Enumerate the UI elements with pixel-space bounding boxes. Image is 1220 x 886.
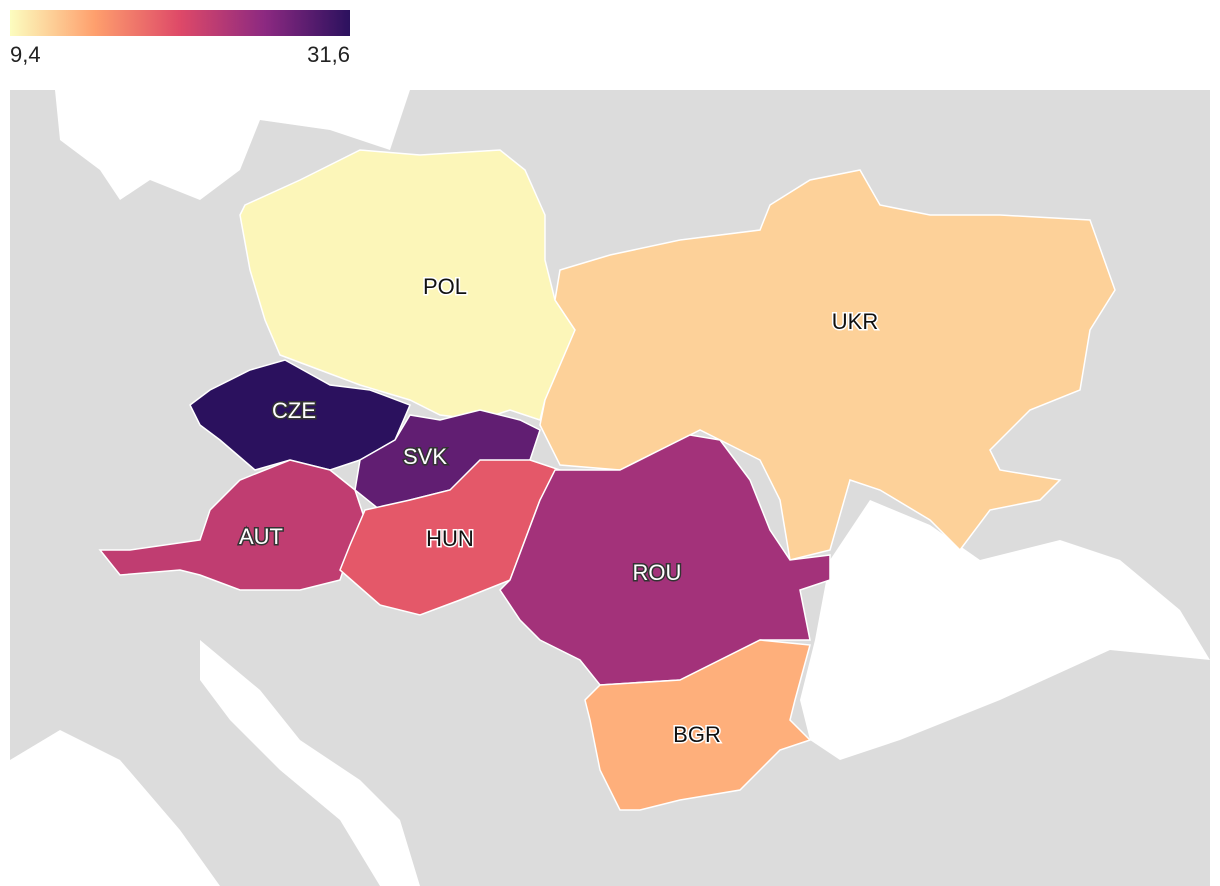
region <box>499 434 831 686</box>
region-label: ROU <box>633 560 682 585</box>
region-label: CZE <box>272 398 316 423</box>
region-label: AUT <box>239 524 283 549</box>
region <box>584 639 812 811</box>
legend-tick-label: 9,4 <box>10 42 41 67</box>
colorbar <box>10 10 350 36</box>
legend: 9,4 31,6 <box>10 10 350 67</box>
region-label: UKR <box>832 309 878 334</box>
region-label: HUN <box>426 526 474 551</box>
region-label: BGR <box>673 722 721 747</box>
black-sea <box>800 500 1210 760</box>
sea <box>10 90 410 200</box>
sea <box>10 730 220 886</box>
regions: POL UKR CZE SVK AUT HUN ROU BGR <box>98 149 1116 811</box>
adriatic-sea <box>200 640 420 886</box>
region-label: SVK <box>403 444 447 469</box>
legend-tick-label: 31,6 <box>307 42 350 67</box>
region-label: POL <box>423 274 467 299</box>
